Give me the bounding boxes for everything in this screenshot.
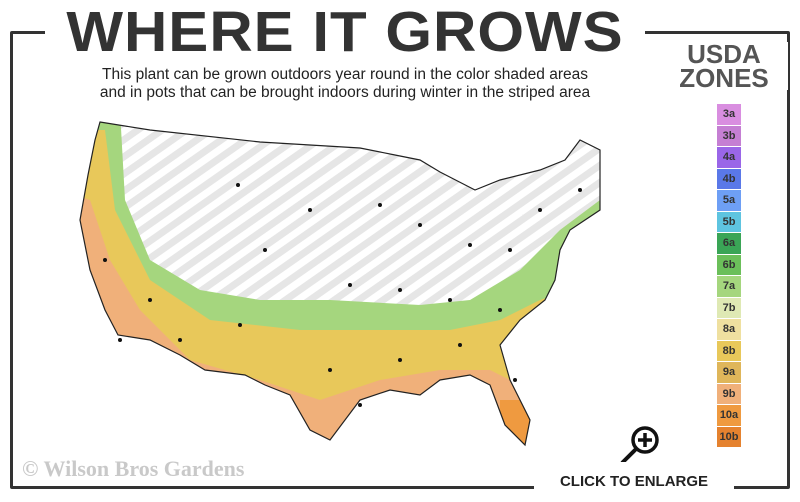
- usda-zone-legend: 3a 3b 4a 4b 5a 5b 6a 6b 7a 7b 8a 8b 9a 9b 10a 10b: [717, 104, 741, 448]
- city-dots: [103, 183, 582, 407]
- legend-title-line-2: ZONES: [679, 63, 769, 93]
- legend-zone-5b: 5b: [717, 211, 741, 232]
- zone-10-band: [500, 400, 540, 445]
- legend-zone-3a: 3a: [717, 104, 741, 125]
- legend-zone-10b: 10b: [717, 426, 741, 447]
- legend-zone-7b: 7b: [717, 297, 741, 318]
- legend-zone-7a: 7a: [717, 276, 741, 297]
- subtitle-line-1: This plant can be grown outdoors year ro…: [102, 66, 588, 83]
- legend-zone-6b: 6b: [717, 254, 741, 275]
- legend-zone-4b: 4b: [717, 168, 741, 189]
- page-title: WHERE IT GROWS: [45, 1, 645, 62]
- legend-zone-6a: 6a: [717, 233, 741, 254]
- subtitle: This plant can be grown outdoors year ro…: [40, 66, 650, 102]
- legend-zone-8b: 8b: [717, 340, 741, 361]
- subtitle-line-2: and in pots that can be brought indoors …: [99, 84, 591, 101]
- legend-zone-9b: 9b: [717, 383, 741, 404]
- copyright-watermark: © Wilson Bros Gardens: [22, 456, 245, 481]
- legend-zone-5a: 5a: [717, 190, 741, 211]
- legend-zone-3b: 3b: [717, 125, 741, 146]
- legend-zone-8a: 8a: [717, 319, 741, 340]
- legend-zone-10a: 10a: [717, 405, 741, 426]
- legend-title-line-1: USDA: [687, 39, 761, 69]
- click-to-enlarge-button[interactable]: CLICK TO ENLARGE: [534, 462, 734, 500]
- legend-zone-4a: 4a: [717, 147, 741, 168]
- legend-title: USDA ZONES: [660, 39, 788, 93]
- magnifier-plus-icon[interactable]: [618, 425, 664, 465]
- legend-zone-9a: 9a: [717, 362, 741, 383]
